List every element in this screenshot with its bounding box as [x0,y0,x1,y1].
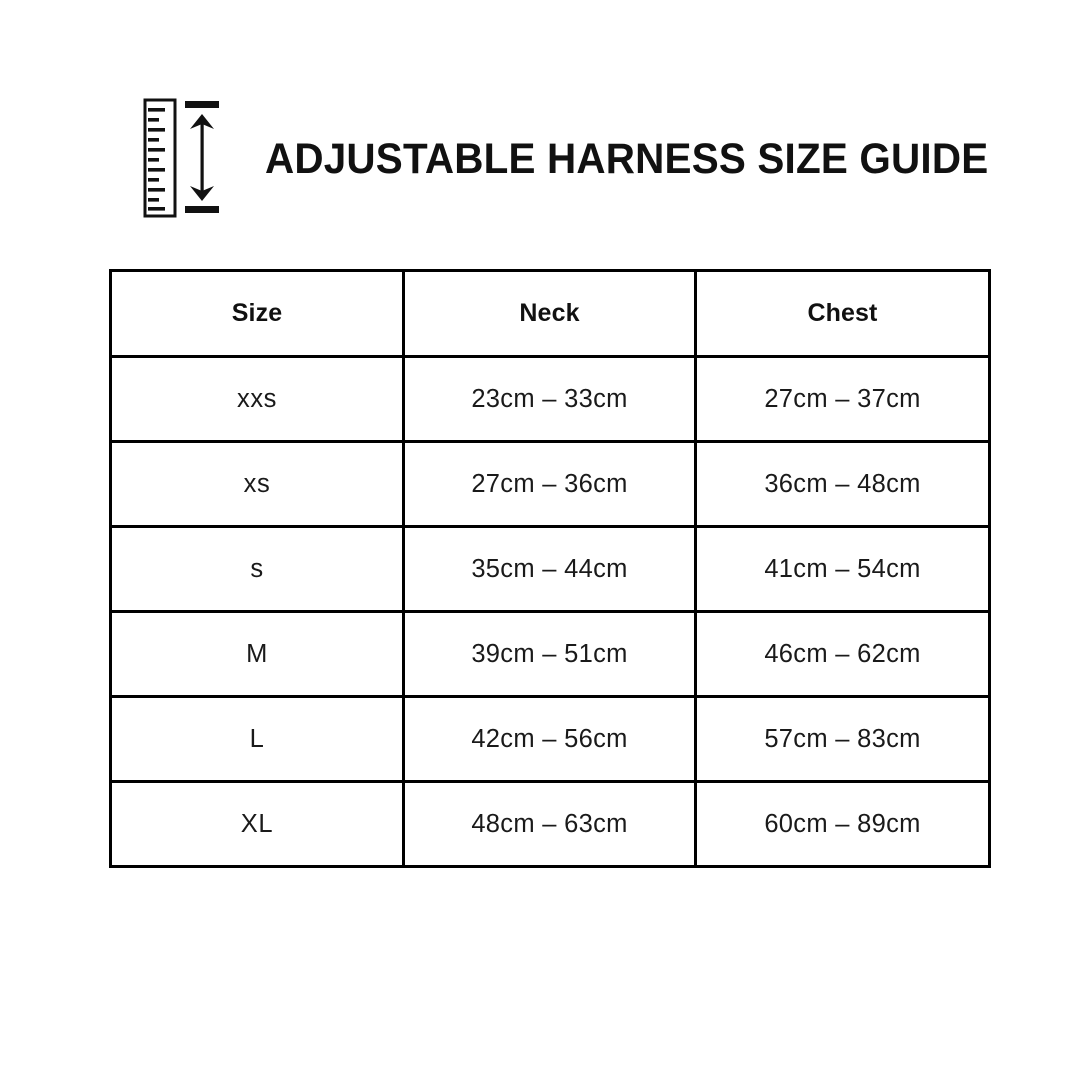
table-row: L 42cm – 56cm 57cm – 83cm [109,695,991,783]
cell-size: xs [109,440,405,528]
cell-size: L [109,695,405,783]
table-row: XL 48cm – 63cm 60cm – 89cm [109,780,991,868]
size-table-container: Size Neck Chest xxs 23cm – 33cm 27cm – 3… [109,269,991,868]
ruler-arrow-icon [143,98,219,218]
cell-neck: 48cm – 63cm [402,780,697,868]
cell-chest: 57cm – 83cm [694,695,991,783]
table-row: M 39cm – 51cm 46cm – 62cm [109,610,991,698]
cell-size: xxs [109,355,405,443]
cell-neck: 35cm – 44cm [402,525,697,613]
cell-chest: 46cm – 62cm [694,610,991,698]
cell-neck: 42cm – 56cm [402,695,697,783]
table-row: xxs 23cm – 33cm 27cm – 37cm [109,355,991,443]
page-title: ADJUSTABLE HARNESS SIZE GUIDE [265,134,989,183]
cell-neck: 23cm – 33cm [402,355,697,443]
cell-size: XL [109,780,405,868]
column-header-chest: Chest [694,269,991,358]
column-header-size: Size [109,269,405,358]
cell-neck: 39cm – 51cm [402,610,697,698]
table-row: xs 27cm – 36cm 36cm – 48cm [109,440,991,528]
cell-size: s [109,525,405,613]
cell-neck: 27cm – 36cm [402,440,697,528]
cell-chest: 60cm – 89cm [694,780,991,868]
table-header: Size Neck Chest [109,269,991,358]
column-header-neck: Neck [402,269,697,358]
header: ADJUSTABLE HARNESS SIZE GUIDE [141,96,1035,220]
cell-chest: 27cm – 37cm [694,355,991,443]
cell-size: M [109,610,405,698]
cell-chest: 41cm – 54cm [694,525,991,613]
cell-chest: 36cm – 48cm [694,440,991,528]
size-table: Size Neck Chest xxs 23cm – 33cm 27cm – 3… [109,269,991,868]
table-body: xxs 23cm – 33cm 27cm – 37cm xs 27cm – 36… [109,355,991,868]
table-row: s 35cm – 44cm 41cm – 54cm [109,525,991,613]
table-header-row: Size Neck Chest [109,269,991,358]
